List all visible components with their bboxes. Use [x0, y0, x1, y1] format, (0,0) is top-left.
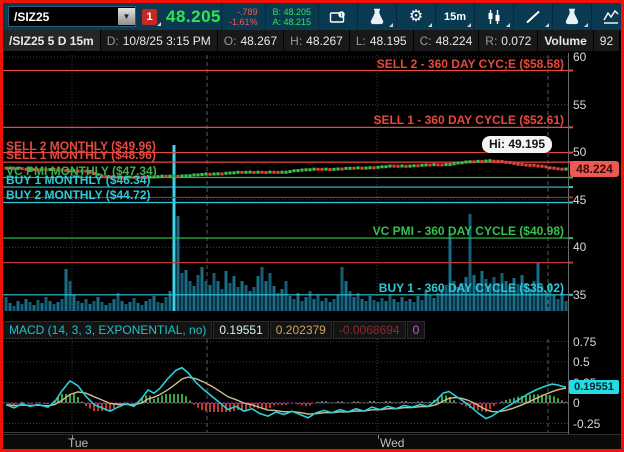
price-axis-separator — [568, 53, 569, 434]
symbol-input[interactable]: /SIZ25 ▼ — [8, 6, 136, 27]
level-label-vcpmi-360: VC PMI - 360 DAY CYCLE ($40.98) — [372, 224, 564, 239]
symbol-dropdown-button[interactable]: ▼ — [118, 8, 135, 25]
level-label-sell1-monthly: SELL 1 MONTHLY ($48.96) — [6, 148, 156, 163]
chart-style-button[interactable] — [475, 3, 513, 30]
studies-button[interactable] — [553, 3, 591, 30]
change-percent: -1.61% — [229, 16, 258, 27]
time-axis[interactable]: Tue Wed — [3, 434, 621, 450]
settings-button[interactable]: ⚙ — [397, 3, 435, 30]
price-chart-canvas[interactable] — [3, 53, 621, 313]
macd-avg-value: 0.202379 — [269, 321, 332, 339]
pattern-button[interactable] — [592, 3, 624, 30]
bid-ask-block: B: 48.205 A: 48.215 — [266, 3, 319, 30]
macd-tick-075[interactable]: 0.75 — [573, 334, 597, 349]
high-value: 48.267 — [306, 33, 343, 48]
bid-value: B: 48.205 — [272, 6, 312, 17]
gear-icon: ⚙ — [408, 7, 424, 25]
level-label-sell2-360: SELL 2 - 360 DAY CYC;E ($58.58) — [376, 56, 564, 71]
change-value: -.789 — [237, 6, 258, 17]
level-label-sell1-360: SELL 1 - 360 DAY CYCLE ($52.61) — [373, 113, 564, 128]
macd-study-label[interactable]: MACD (14, 3, 3, EXPONENTIAL, no) — [3, 321, 213, 339]
news-icon — [329, 10, 345, 23]
chart-header-row: /SIZ25 5 D 15m D: 10/8/25 3:15 PM O: 48.26… — [3, 30, 621, 52]
level-label-buy1-360: BUY 1 - 360 DAY CYCLE ($35.02) — [378, 280, 564, 295]
y-tick-55[interactable]: 55 — [573, 97, 587, 112]
symbol-text[interactable]: /SIZ25 — [14, 9, 50, 24]
open-value: 48.267 — [240, 33, 278, 48]
macd-tick-neg025[interactable]: -0.25 — [573, 416, 601, 431]
macd-diff-value: -0.0068694 — [332, 321, 406, 339]
y-tick-45[interactable]: 45 — [573, 192, 587, 207]
candlestick-icon — [488, 9, 500, 24]
drawing-tools-button[interactable] — [514, 3, 552, 30]
level-label-buy1-monthly: BUY 1 MONTHLY ($46.34) — [6, 173, 151, 188]
timeframe-button[interactable]: 15m — [436, 3, 474, 30]
macd-zero-value: 0 — [406, 321, 426, 339]
level-label-vcpmi-monthly: VC PMI MONTHLY ($47.34) — [6, 163, 157, 178]
macd-value-axis-tag: 0.19551 — [569, 379, 619, 394]
low-value: 48.195 — [369, 33, 407, 48]
wed-tick — [378, 435, 379, 439]
y-tick-35[interactable]: 35 — [573, 288, 587, 302]
flask-icon — [370, 8, 384, 25]
chart-toolbar: /SIZ25 ▼ 1 48.205 -.789 -1.61% B: 48.205… — [3, 3, 624, 30]
macd-tick-05[interactable]: 0.5 — [573, 355, 590, 369]
volume-label: Volume — [538, 30, 594, 51]
chart-title: /SIZ25 5 D 15m — [3, 30, 101, 51]
range-value: 0.072 — [501, 33, 532, 48]
volume-value: 92 — [593, 30, 621, 51]
macd-tick-0[interactable]: 0 — [573, 396, 580, 410]
badge-corner — [157, 21, 161, 26]
macd-header: MACD (14, 3, 3, EXPONENTIAL, no) 0.19551… — [3, 321, 426, 339]
level-label-buy2-monthly: BUY 2 MONTHLY ($44.72) — [6, 188, 151, 203]
zigzag-chart-icon — [603, 9, 619, 24]
x-label-wed: Wed — [380, 436, 405, 450]
last-price: 48.205 — [166, 6, 221, 26]
close-value: 48.224 — [435, 33, 473, 48]
flask-icon — [565, 8, 579, 25]
tue-tick — [72, 435, 73, 439]
timeframe-label: 15m — [444, 10, 467, 23]
macd-value: 0.19551 — [213, 321, 269, 339]
news-button[interactable] — [319, 3, 357, 30]
y-tick-40[interactable]: 40 — [573, 240, 587, 255]
chevron-down-icon: ▼ — [122, 12, 131, 21]
x-label-tue: Tue — [68, 436, 89, 450]
ask-value: A: 48.215 — [272, 16, 312, 27]
macd-chart-canvas[interactable] — [3, 338, 621, 434]
level-label-sell2-monthly: SELL 2 MONTHLY ($49.96) — [6, 138, 156, 153]
date-value: 10/8/25 3:15 PM — [122, 33, 211, 48]
last-price-axis-tag: 48.224 — [570, 161, 619, 178]
analyze-button[interactable] — [358, 3, 396, 30]
change-block: -.789 -1.61% — [222, 3, 265, 30]
alert-badge[interactable]: 1 — [142, 8, 161, 26]
y-tick-50[interactable]: 50 — [573, 145, 587, 160]
high-marker-tooltip: Hi: 49.195 — [482, 136, 553, 153]
trendline-icon — [526, 10, 540, 23]
y-tick-60[interactable]: 60 — [573, 50, 587, 64]
